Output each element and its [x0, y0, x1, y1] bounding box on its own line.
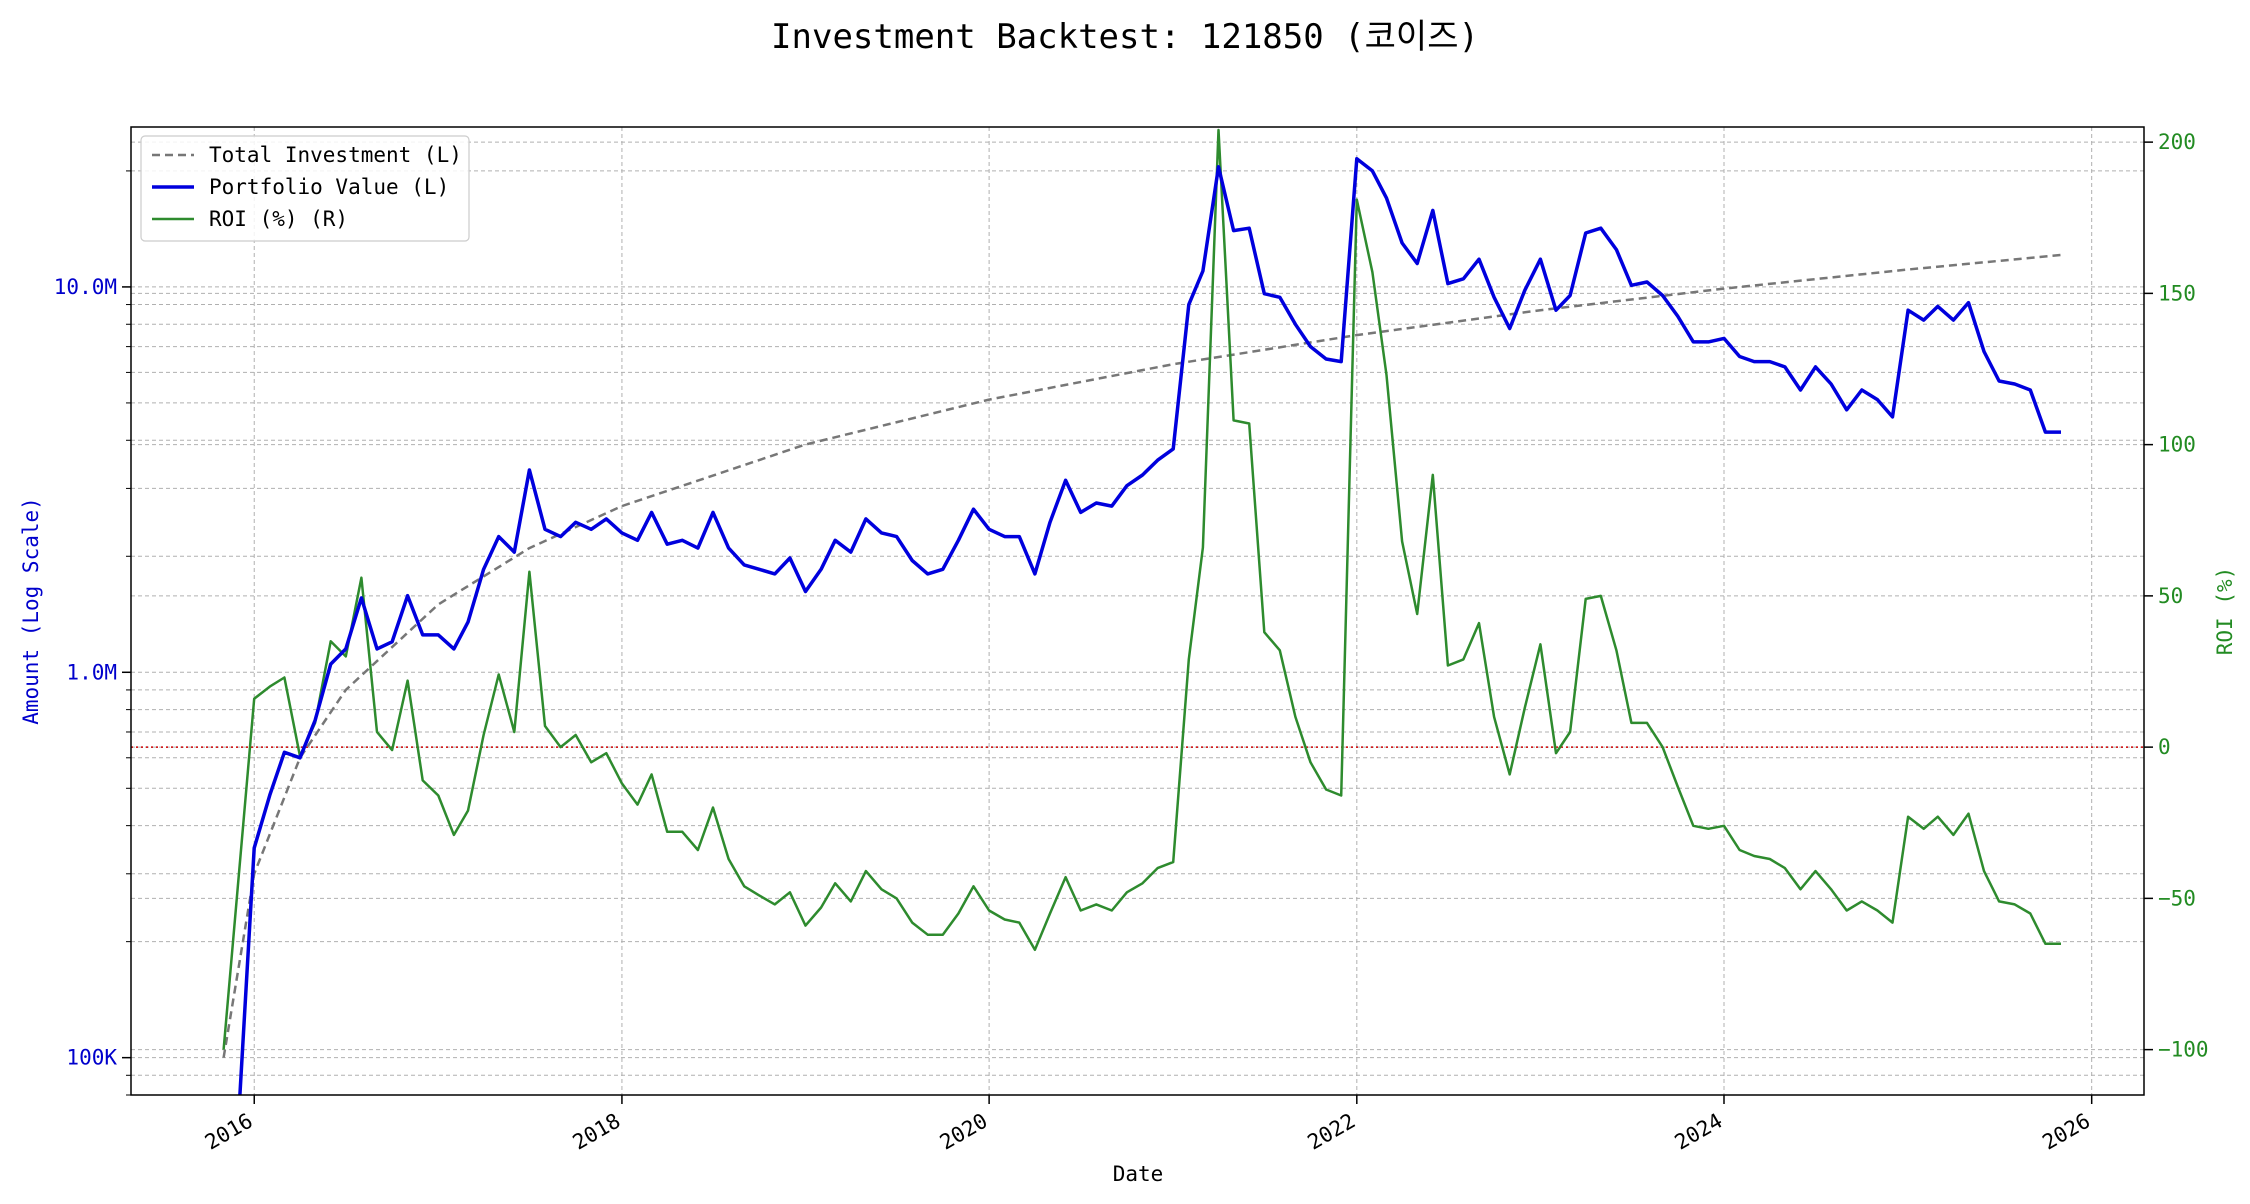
x-tick-label: 2022	[1304, 1109, 1360, 1155]
right-axis-label: ROI (%)	[2213, 567, 2237, 656]
right-tick-label: −50	[2158, 886, 2196, 910]
x-axis-label: Date	[1113, 1162, 1164, 1186]
left-axis-ticks: 100K 1.0M 10.0M	[54, 275, 131, 1070]
x-tick-label: 2020	[936, 1109, 992, 1155]
left-tick-label: 1.0M	[66, 660, 117, 684]
right-tick-label: 150	[2158, 281, 2196, 305]
roi-line	[222, 128, 2061, 1050]
right-tick-label: 50	[2158, 584, 2183, 608]
legend-label-portfolio-value: Portfolio Value (L)	[209, 175, 449, 199]
series-lines	[222, 128, 2062, 1095]
right-tick-label: 200	[2158, 130, 2196, 154]
right-axis-ticks: −100 −50 0 50 100 150 200	[2144, 130, 2209, 1062]
left-tick-label: 10.0M	[54, 275, 117, 299]
left-axis-label: Amount (Log Scale)	[19, 497, 43, 725]
right-tick-label: −100	[2158, 1038, 2209, 1062]
right-tick-label: 100	[2158, 433, 2196, 457]
x-axis-ticks: 2016 2018 2020 2022 2024 2026	[201, 1095, 2094, 1155]
chart-title: Investment Backtest: 121850 (코이즈)	[771, 17, 1479, 57]
legend-label-total-investment: Total Investment (L)	[209, 143, 462, 167]
x-tick-label: 2026	[2038, 1109, 2094, 1155]
total-investment-line	[222, 253, 2062, 1058]
left-tick-label: 100K	[66, 1046, 117, 1070]
portfolio-value-line	[238, 157, 2061, 1095]
grid-lines	[126, 127, 2144, 1096]
legend-box	[140, 135, 470, 242]
legend-label-roi: ROI (%) (R)	[209, 207, 348, 231]
right-tick-label: 0	[2158, 735, 2171, 759]
x-tick-label: 2018	[569, 1109, 625, 1155]
legend: Total Investment (L) Portfolio Value (L)…	[140, 135, 470, 242]
x-tick-label: 2016	[201, 1109, 257, 1155]
plot-frame	[130, 126, 2145, 1096]
x-tick-label: 2024	[1671, 1109, 1727, 1155]
